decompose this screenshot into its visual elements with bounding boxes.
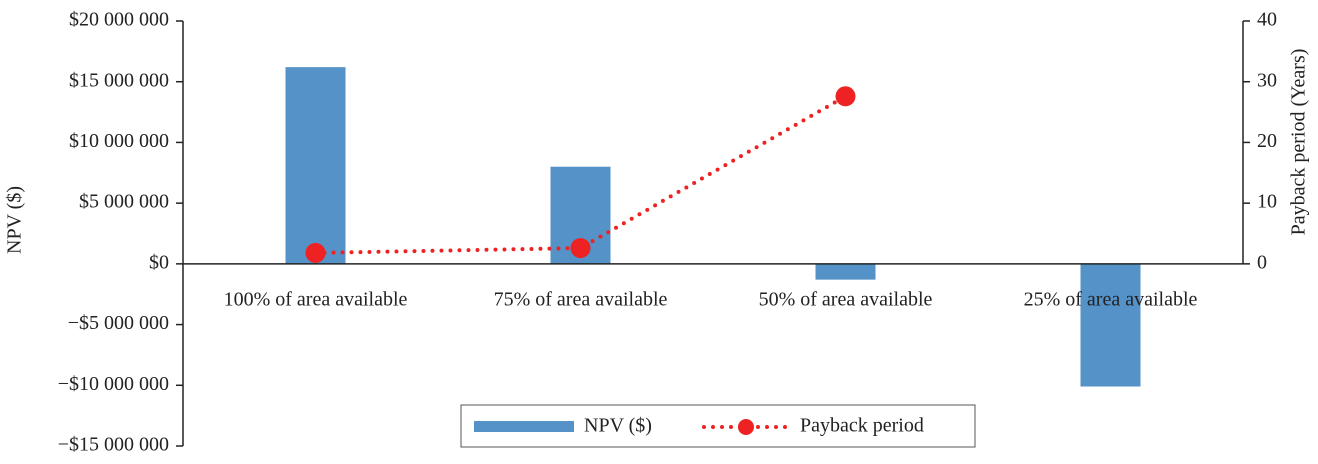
y-tick-label: $15 000 000: [69, 69, 169, 91]
bar: [285, 67, 346, 264]
y2-tick-label: 10: [1257, 191, 1277, 213]
legend-swatch: [738, 419, 754, 435]
line: [313, 94, 848, 255]
x-tick-label: 100% of area available: [224, 288, 408, 310]
x-tick-label: 50% of area available: [759, 288, 933, 310]
legend-swatch: [474, 421, 574, 432]
y-tick-label: −$15 000 000: [58, 434, 169, 456]
y-tick-label: $20 000 000: [69, 9, 169, 31]
y2-axis-label: Payback period (Years): [1288, 49, 1310, 236]
y2-tick-label: 20: [1257, 130, 1277, 152]
y2-tick-label: 40: [1257, 9, 1277, 31]
y-tick-label: $5 000 000: [79, 191, 169, 213]
y-tick-label: −$10 000 000: [58, 373, 169, 395]
line-marker: [835, 86, 856, 107]
y2-tick-label: 30: [1257, 69, 1277, 91]
x-tick-label: 25% of area available: [1024, 288, 1198, 310]
y-axis-label: NPV ($): [4, 186, 26, 254]
x-tick-label: 75% of area available: [494, 288, 668, 310]
y2-tick-label: 0: [1257, 251, 1267, 273]
bar: [1080, 263, 1141, 387]
line-marker: [570, 238, 591, 259]
bar: [815, 263, 876, 280]
y-tick-label: $0: [149, 251, 169, 273]
line-marker: [305, 242, 326, 263]
legend-label: NPV ($): [584, 415, 652, 437]
y-tick-label: −$5 000 000: [68, 312, 169, 334]
y-tick-label: $10 000 000: [69, 130, 169, 152]
legend-label: Payback period: [800, 415, 924, 437]
